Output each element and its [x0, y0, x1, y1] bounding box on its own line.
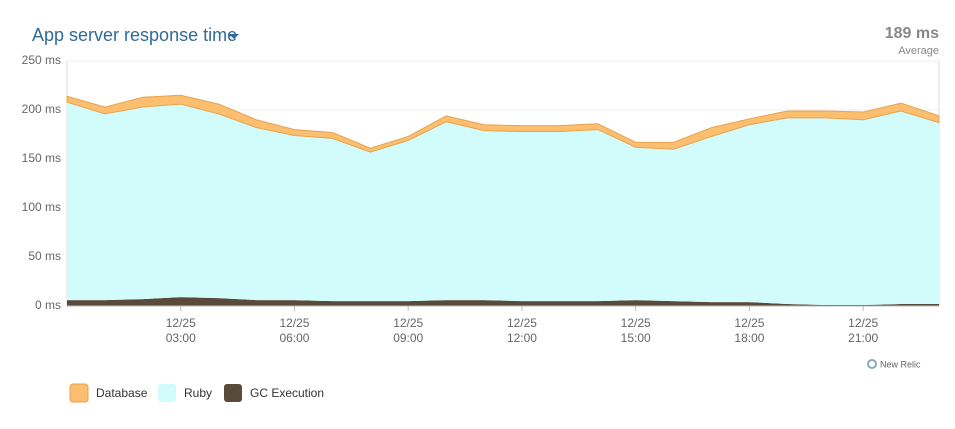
summary-label: Average	[898, 45, 939, 57]
x-tick-label-line: 12/25	[279, 316, 309, 330]
x-tick-label: 12/25 09:00	[393, 316, 423, 345]
x-tick-label-line: 15:00	[621, 331, 651, 345]
x-tick-label-line: 12/25	[507, 316, 537, 330]
y-tick-label: 100 ms	[22, 200, 61, 214]
x-tick-label-line: 12:00	[507, 331, 537, 345]
x-tick-label: 12/25 15:00	[621, 316, 651, 345]
y-tick-label: 150 ms	[22, 151, 61, 165]
y-tick-label: 0 ms	[35, 298, 61, 312]
legend-label: GC Execution	[250, 386, 324, 400]
x-tick-label-line: 09:00	[393, 331, 423, 345]
summary-value: 189 ms	[885, 25, 939, 42]
x-tick-label-line: 12/25	[393, 316, 423, 330]
x-tick-label-line: 12/25	[734, 316, 764, 330]
chart-title[interactable]: App server response time	[32, 25, 237, 45]
y-tick-label: 50 ms	[28, 249, 61, 263]
x-tick-label: 12/25 03:00	[166, 316, 196, 345]
x-tick-label-line: 21:00	[848, 331, 878, 345]
x-tick-label: 12/25 21:00	[848, 316, 878, 345]
y-tick-label: 250 ms	[22, 53, 61, 67]
legend-swatch	[158, 384, 176, 402]
dropdown-caret[interactable]	[229, 34, 239, 39]
legend-label: Ruby	[184, 386, 212, 400]
x-tick-label-line: 12/25	[848, 316, 878, 330]
area	[66, 94, 940, 153]
x-tick-label-line: 06:00	[279, 331, 309, 345]
x-tick-label-line: 03:00	[166, 331, 196, 345]
watermark-logo	[867, 359, 877, 369]
area	[67, 297, 939, 306]
legend-swatch	[224, 384, 242, 402]
area	[67, 102, 939, 306]
x-tick-label-line: 12/25	[166, 316, 196, 330]
legend-swatch	[69, 383, 89, 403]
x-tick-label-line: 12/25	[621, 316, 651, 330]
legend-label: Database	[96, 386, 148, 400]
y-tick-label: 200 ms	[22, 102, 61, 116]
x-tick-label: 12/25 06:00	[279, 316, 309, 345]
x-tick-label: 12/25 12:00	[507, 316, 537, 345]
x-tick-label: 12/25 18:00	[734, 316, 764, 345]
x-tick-label-line: 18:00	[734, 331, 764, 345]
watermark: New Relic	[880, 359, 921, 369]
